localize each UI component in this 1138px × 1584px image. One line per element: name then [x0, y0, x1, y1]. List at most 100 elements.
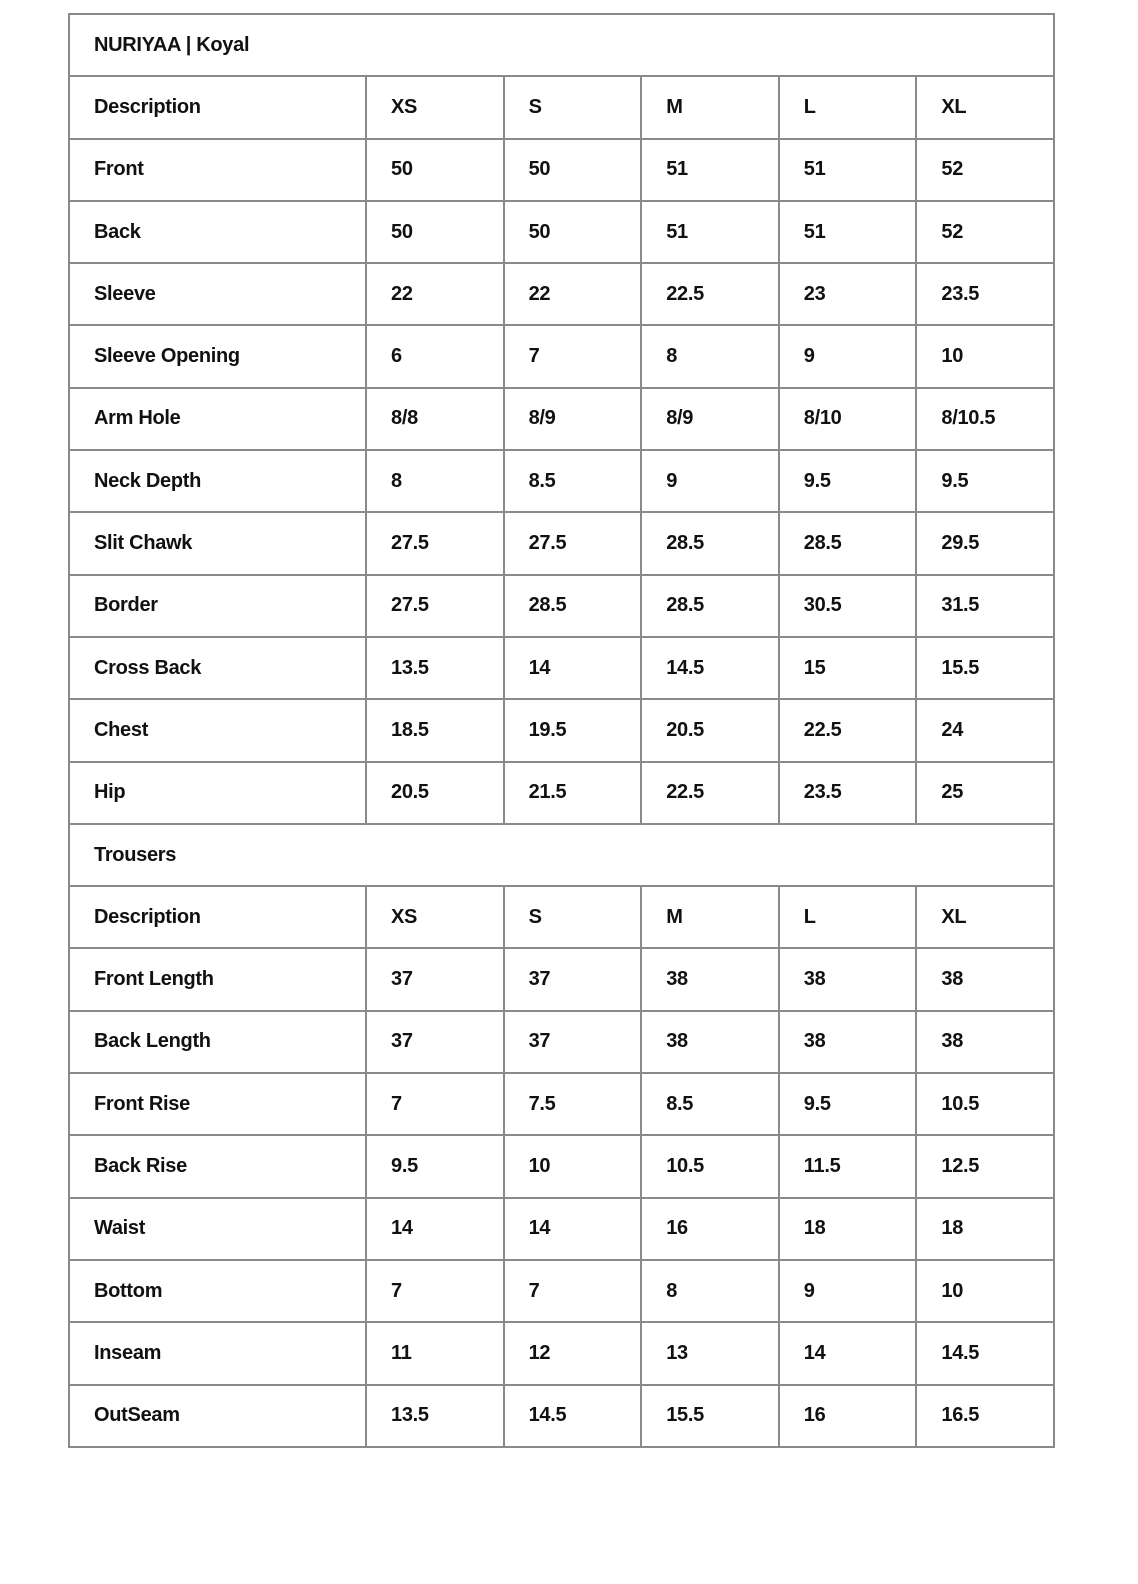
- measurement-cell: 14.5: [640, 635, 780, 701]
- measurement-cell: 51: [777, 137, 918, 202]
- section-heading-row: Trousers: [68, 822, 1055, 888]
- row-label: Inseam: [68, 1321, 367, 1386]
- measurement-cell: 29.5: [915, 511, 1055, 576]
- measurement-cell: 22.5: [640, 760, 780, 825]
- table-row: Back Rise 9.5 10 10.5 11.5 12.5: [68, 1134, 1055, 1199]
- measurement-cell: 51: [777, 199, 918, 265]
- measurement-cell: 9.5: [915, 449, 1055, 514]
- measurement-cell: 13.5: [365, 635, 505, 701]
- measurement-cell: 18: [777, 1196, 918, 1261]
- row-label: Front Length: [68, 947, 367, 1012]
- measurement-cell: 15.5: [915, 635, 1055, 701]
- measurement-cell: 24: [915, 698, 1055, 763]
- measurement-cell: 38: [640, 1009, 780, 1075]
- measurement-cell: 27.5: [502, 511, 643, 576]
- measurement-cell: 9: [640, 449, 780, 514]
- table-row: Cross Back 13.5 14 14.5 15 15.5: [68, 635, 1055, 701]
- measurement-cell: 16: [777, 1383, 918, 1448]
- row-label: Back Rise: [68, 1134, 367, 1199]
- measurement-cell: 28.5: [640, 511, 780, 576]
- measurement-cell: 8/10: [777, 386, 918, 452]
- measurement-cell: 51: [640, 199, 780, 265]
- measurement-cell: 11: [365, 1321, 505, 1386]
- measurement-cell: 15.5: [640, 1383, 780, 1448]
- section-heading: Trousers: [68, 822, 1055, 888]
- chart-title: NURIYAA | Koyal: [68, 12, 1055, 78]
- table-row: Front Length 37 37 38 38 38: [68, 947, 1055, 1012]
- measurement-cell: 10: [915, 324, 1055, 389]
- table-row: Sleeve 22 22 22.5 23 23.5: [68, 262, 1055, 327]
- row-label: Cross Back: [68, 635, 367, 701]
- measurement-cell: 18: [915, 1196, 1055, 1261]
- row-label: Front: [68, 137, 367, 202]
- table-row: OutSeam 13.5 14.5 15.5 16 16.5: [68, 1383, 1055, 1448]
- measurement-cell: 14: [502, 635, 643, 701]
- column-header: L: [777, 75, 918, 140]
- row-label: Chest: [68, 698, 367, 763]
- measurement-cell: 13: [640, 1321, 780, 1386]
- size-chart-table: NURIYAA | Koyal Description XS S M L XL Front 5…: [68, 12, 1055, 1448]
- measurement-cell: 10: [502, 1134, 643, 1199]
- row-label: Hip: [68, 760, 367, 825]
- row-label: Sleeve: [68, 262, 367, 327]
- measurement-cell: 37: [502, 947, 643, 1012]
- measurement-cell: 9.5: [777, 449, 918, 514]
- measurement-cell: 37: [502, 1009, 643, 1075]
- column-header: S: [502, 75, 643, 140]
- header-row: Description XS S M L XL: [68, 75, 1055, 140]
- measurement-cell: 28.5: [502, 573, 643, 638]
- measurement-cell: 37: [365, 1009, 505, 1075]
- measurement-cell: 38: [915, 1009, 1055, 1075]
- measurement-cell: 23.5: [777, 760, 918, 825]
- measurement-cell: 11.5: [777, 1134, 918, 1199]
- table-row: Chest 18.5 19.5 20.5 22.5 24: [68, 698, 1055, 763]
- measurement-cell: 15: [777, 635, 918, 701]
- measurement-cell: 38: [777, 1009, 918, 1075]
- table-row: Back Length 37 37 38 38 38: [68, 1009, 1055, 1075]
- column-header: M: [640, 75, 780, 140]
- measurement-cell: 7.5: [502, 1072, 643, 1137]
- row-label: Border: [68, 573, 367, 638]
- column-header: S: [502, 885, 643, 950]
- measurement-cell: 21.5: [502, 760, 643, 825]
- row-label: Back: [68, 199, 367, 265]
- column-header: XL: [915, 885, 1055, 950]
- measurement-cell: 10.5: [640, 1134, 780, 1199]
- measurement-cell: 18.5: [365, 698, 505, 763]
- measurement-cell: 9: [777, 1258, 918, 1324]
- measurement-cell: 50: [502, 199, 643, 265]
- column-header: L: [777, 885, 918, 950]
- column-header: Description: [68, 75, 367, 140]
- measurement-cell: 22.5: [777, 698, 918, 763]
- measurement-cell: 14: [365, 1196, 505, 1261]
- measurement-cell: 16: [640, 1196, 780, 1261]
- measurement-cell: 30.5: [777, 573, 918, 638]
- measurement-cell: 7: [365, 1258, 505, 1324]
- measurement-cell: 25: [915, 760, 1055, 825]
- measurement-cell: 6: [365, 324, 505, 389]
- column-header: Description: [68, 885, 367, 950]
- measurement-cell: 14.5: [915, 1321, 1055, 1386]
- measurement-cell: 50: [365, 137, 505, 202]
- measurement-cell: 10: [915, 1258, 1055, 1324]
- measurement-cell: 28.5: [640, 573, 780, 638]
- measurement-cell: 12: [502, 1321, 643, 1386]
- table-row: Inseam 11 12 13 14 14.5: [68, 1321, 1055, 1386]
- measurement-cell: 10.5: [915, 1072, 1055, 1137]
- measurement-cell: 38: [777, 947, 918, 1012]
- measurement-cell: 9: [777, 324, 918, 389]
- measurement-cell: 14.5: [502, 1383, 643, 1448]
- row-label: Bottom: [68, 1258, 367, 1324]
- measurement-cell: 8/9: [640, 386, 780, 452]
- measurement-cell: 38: [640, 947, 780, 1012]
- row-label: Arm Hole: [68, 386, 367, 452]
- table-row: Front Rise 7 7.5 8.5 9.5 10.5: [68, 1072, 1055, 1137]
- header-row: Description XS S M L XL: [68, 885, 1055, 950]
- measurement-cell: 8/8: [365, 386, 505, 452]
- measurement-cell: 27.5: [365, 573, 505, 638]
- measurement-cell: 52: [915, 199, 1055, 265]
- measurement-cell: 50: [502, 137, 643, 202]
- table-row: Neck Depth 8 8.5 9 9.5 9.5: [68, 449, 1055, 514]
- table-row: Back 50 50 51 51 52: [68, 199, 1055, 265]
- row-label: Waist: [68, 1196, 367, 1261]
